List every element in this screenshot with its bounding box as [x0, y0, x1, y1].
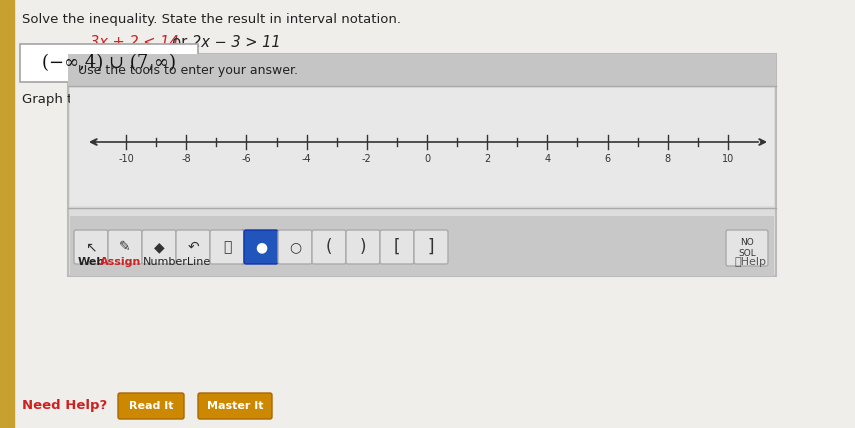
- Text: Master It: Master It: [207, 401, 263, 411]
- Text: NO
SOL: NO SOL: [738, 238, 756, 258]
- Text: ●: ●: [255, 240, 267, 254]
- FancyBboxPatch shape: [346, 230, 380, 264]
- FancyBboxPatch shape: [210, 230, 244, 264]
- Text: (−∞,4) ∪ (7,∞): (−∞,4) ∪ (7,∞): [42, 54, 176, 72]
- Text: 6: 6: [604, 154, 610, 164]
- FancyBboxPatch shape: [198, 393, 272, 419]
- FancyBboxPatch shape: [176, 230, 210, 264]
- Text: 4: 4: [545, 154, 551, 164]
- Text: 2: 2: [484, 154, 490, 164]
- Text: ↖: ↖: [86, 240, 97, 254]
- FancyBboxPatch shape: [278, 230, 312, 264]
- Text: 3x + 2 < 14: 3x + 2 < 14: [90, 35, 179, 50]
- FancyBboxPatch shape: [380, 230, 414, 264]
- FancyBboxPatch shape: [414, 230, 448, 264]
- Text: -8: -8: [181, 154, 191, 164]
- Text: Need Help?: Need Help?: [22, 399, 107, 413]
- Text: -6: -6: [242, 154, 251, 164]
- FancyBboxPatch shape: [68, 54, 776, 276]
- Bar: [70, 88, 774, 206]
- Text: 0: 0: [424, 154, 430, 164]
- Text: -10: -10: [118, 154, 134, 164]
- Text: NumberLine: NumberLine: [143, 257, 211, 267]
- Text: ): ): [360, 238, 366, 256]
- Text: -2: -2: [362, 154, 372, 164]
- FancyBboxPatch shape: [726, 230, 768, 266]
- Text: -4: -4: [302, 154, 311, 164]
- Text: 2x − 3 > 11: 2x − 3 > 11: [192, 35, 280, 50]
- FancyBboxPatch shape: [118, 393, 184, 419]
- Text: ]: ]: [428, 238, 434, 256]
- Text: Use the tools to enter your answer.: Use the tools to enter your answer.: [78, 63, 298, 77]
- Text: Assign: Assign: [100, 257, 141, 267]
- Text: 8: 8: [664, 154, 671, 164]
- FancyBboxPatch shape: [74, 230, 108, 264]
- Text: ↶: ↶: [187, 240, 199, 254]
- FancyBboxPatch shape: [312, 230, 346, 264]
- Text: [: [: [394, 238, 400, 256]
- Text: 🗑: 🗑: [223, 240, 231, 254]
- FancyBboxPatch shape: [108, 230, 142, 264]
- Text: ○: ○: [289, 240, 301, 254]
- Text: (: (: [326, 238, 333, 256]
- Bar: [0, 0, 14, 428]
- Text: Graph the solution set.: Graph the solution set.: [22, 93, 175, 106]
- Text: 10: 10: [722, 154, 734, 164]
- Bar: [70, 248, 774, 276]
- FancyBboxPatch shape: [244, 230, 278, 264]
- Text: ✎: ✎: [119, 240, 131, 254]
- Text: Web: Web: [78, 257, 105, 267]
- Text: Read It: Read It: [129, 401, 174, 411]
- Bar: [68, 54, 776, 86]
- FancyBboxPatch shape: [20, 44, 198, 82]
- FancyBboxPatch shape: [142, 230, 176, 264]
- Bar: [70, 216, 774, 274]
- Text: ◆: ◆: [154, 240, 164, 254]
- Text: ⓘHelp: ⓘHelp: [734, 257, 766, 267]
- Text: Solve the inequality. State the result in interval notation.: Solve the inequality. State the result i…: [22, 13, 401, 26]
- Text: or: or: [163, 35, 197, 50]
